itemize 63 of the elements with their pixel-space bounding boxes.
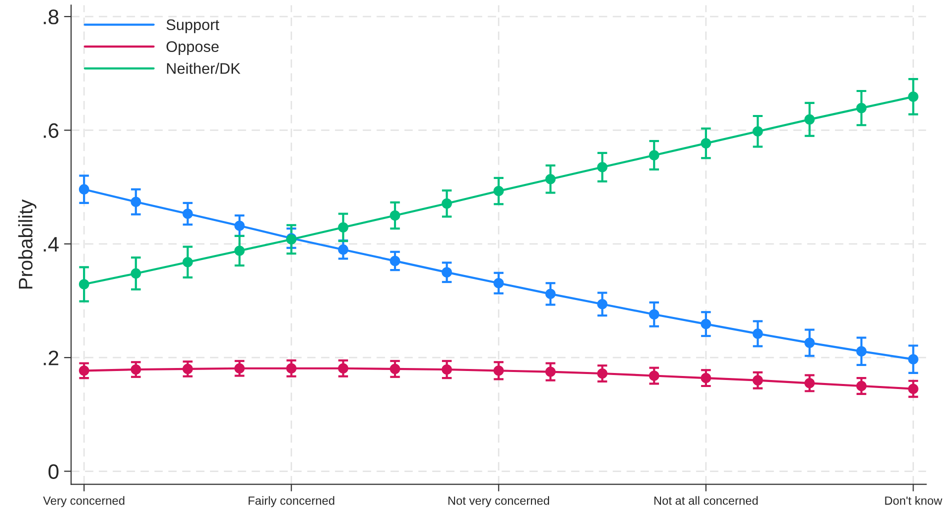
- point: [700, 138, 712, 148]
- x-tick-label: Not very concerned: [448, 496, 550, 508]
- point: [78, 184, 90, 194]
- point: [700, 372, 712, 384]
- point: [908, 92, 918, 102]
- x-tick-label: Fairly concerned: [248, 496, 334, 508]
- point: [182, 256, 193, 268]
- point: [234, 220, 245, 231]
- point: [597, 368, 608, 379]
- point: [648, 370, 660, 381]
- point: [286, 363, 296, 374]
- point: [494, 186, 504, 196]
- point: [130, 196, 142, 207]
- point: [338, 363, 348, 374]
- point: [338, 222, 348, 233]
- point: [597, 299, 608, 310]
- legend-label: Support: [166, 19, 220, 34]
- point: [856, 102, 867, 114]
- point: [390, 364, 400, 374]
- point: [908, 354, 918, 364]
- point: [856, 346, 867, 356]
- y-tick-label: 0: [48, 464, 58, 480]
- point: [545, 366, 556, 377]
- point: [182, 364, 193, 374]
- point: [442, 364, 452, 375]
- point: [494, 366, 504, 376]
- point: [442, 267, 452, 278]
- point: [700, 318, 712, 330]
- point: [545, 288, 556, 300]
- x-tick-label: Don't know: [885, 496, 942, 505]
- point: [908, 384, 918, 394]
- y-axis-title: Probability: [18, 199, 36, 289]
- point: [752, 328, 763, 339]
- point: [130, 364, 142, 375]
- point: [390, 210, 400, 221]
- point: [442, 198, 452, 209]
- point: [234, 246, 245, 256]
- point: [78, 279, 90, 290]
- point: [804, 378, 815, 388]
- point: [182, 208, 193, 219]
- point: [804, 114, 815, 125]
- y-tick-label: .6: [44, 123, 58, 138]
- point: [648, 309, 660, 320]
- legend-label: Neither/DK: [167, 62, 240, 74]
- point: [804, 338, 815, 348]
- point: [130, 268, 142, 279]
- x-tick-label: Not at all concerned: [654, 496, 758, 505]
- point: [856, 380, 867, 392]
- point: [234, 363, 245, 374]
- y-tick-label: .2: [44, 350, 58, 366]
- y-tick-label: .4: [44, 237, 59, 252]
- point: [494, 278, 504, 288]
- point: [545, 174, 556, 184]
- point: [597, 162, 608, 172]
- point: [648, 150, 660, 160]
- point: [752, 375, 763, 386]
- legend-label: Oppose: [166, 41, 219, 56]
- x-tick-label: Very concerned: [43, 496, 124, 508]
- y-tick-label: .8: [44, 10, 58, 24]
- point: [338, 244, 348, 255]
- point: [390, 256, 400, 266]
- point: [752, 126, 763, 137]
- point: [78, 366, 90, 376]
